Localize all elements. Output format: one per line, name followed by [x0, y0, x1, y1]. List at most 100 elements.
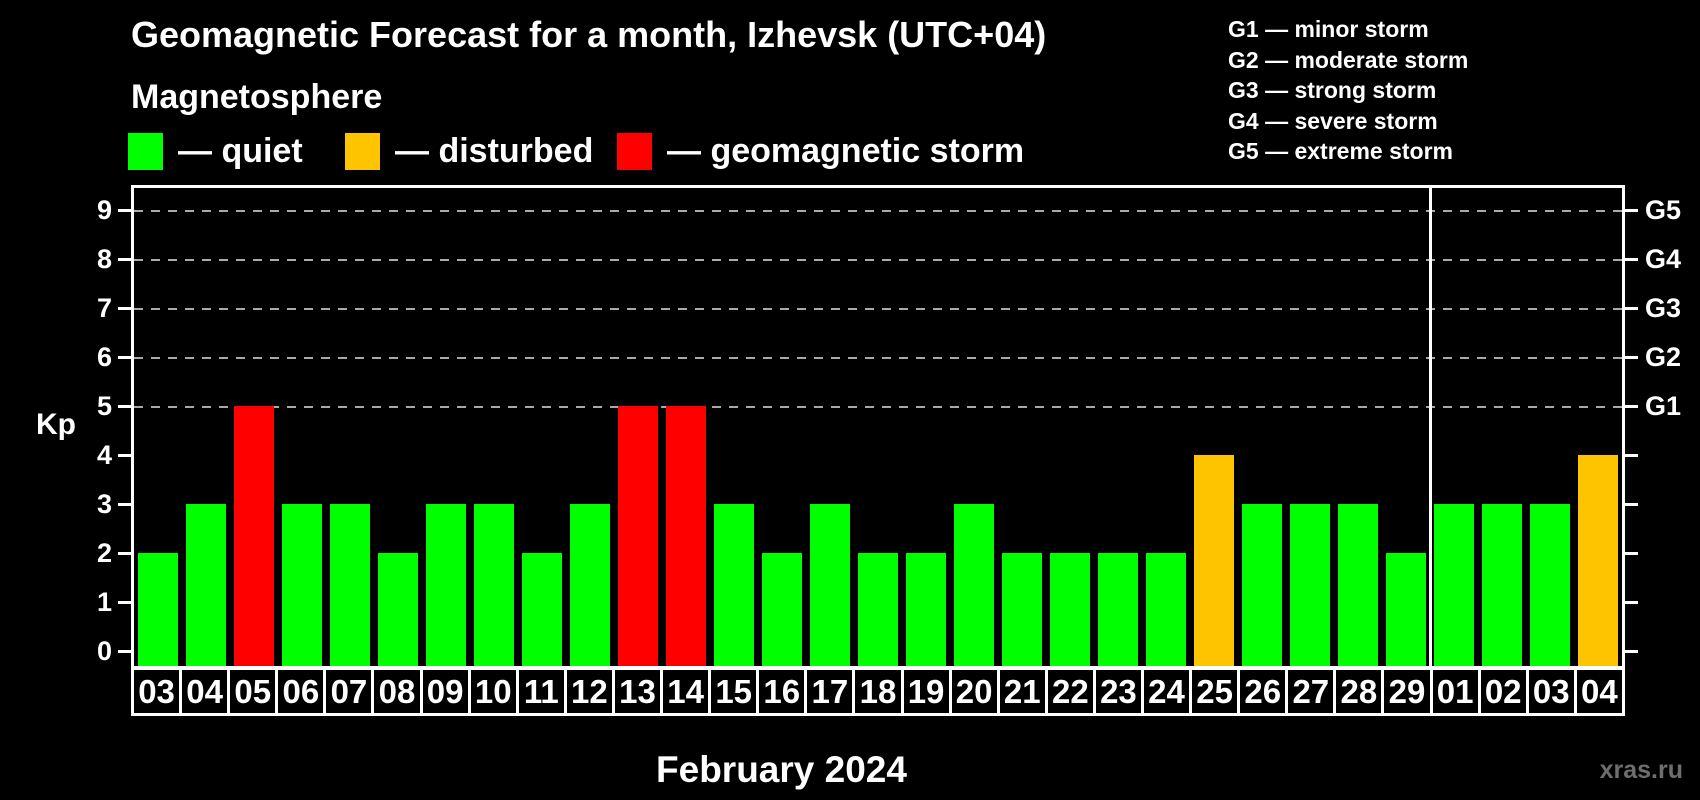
bar-slot-24 [1142, 188, 1190, 666]
right-tick-kp-4 [1625, 454, 1638, 457]
right-tick-kp-8 [1625, 258, 1638, 261]
day-cell-16: 16 [756, 667, 808, 716]
kp-bar-day-29 [1386, 553, 1426, 666]
day-cell-05: 05 [227, 667, 279, 716]
day-cell-04: 04 [179, 667, 231, 716]
bar-slot-03 [1526, 188, 1574, 666]
left-tick-kp-3 [118, 503, 131, 506]
kp-bar-day-05 [234, 406, 274, 666]
gridline-kp-5 [134, 406, 1622, 408]
left-tick-kp-8 [118, 258, 131, 261]
bar-slot-15 [710, 188, 758, 666]
bar-slot-11 [518, 188, 566, 666]
left-tick-kp-9 [118, 209, 131, 212]
bar-slot-10 [470, 188, 518, 666]
x-axis-title: February 2024 [656, 749, 907, 790]
bar-slot-04 [1574, 188, 1622, 666]
legend-item-storm: — geomagnetic storm [617, 132, 1024, 171]
kp-bar-day-09 [426, 504, 466, 666]
day-cell-29: 29 [1381, 667, 1433, 716]
left-tick-kp-6 [118, 356, 131, 359]
legend-item-quiet: — quiet [128, 132, 303, 171]
bar-slot-07 [326, 188, 374, 666]
day-cell-09: 09 [419, 667, 471, 716]
y-tick-label-7: 7 [96, 293, 112, 323]
kp-bar-day-24 [1146, 553, 1186, 666]
day-cell-06: 06 [275, 667, 327, 716]
day-cell-17: 17 [804, 667, 856, 716]
y-axis-title: Kp [36, 408, 76, 441]
kp-bar-day-02 [1482, 504, 1522, 666]
kp-bar-day-22 [1050, 553, 1090, 666]
kp-bar-day-25 [1194, 455, 1234, 666]
left-tick-kp-1 [118, 601, 131, 604]
bar-slot-28 [1334, 188, 1382, 666]
g-level-label-G3: G3 [1645, 293, 1682, 323]
bar-slot-21 [998, 188, 1046, 666]
g4-legend-line: G4 — severe storm [1228, 107, 1438, 134]
disturbed-swatch-icon [345, 133, 380, 170]
y-tick-label-6: 6 [96, 342, 112, 372]
bar-slot-26 [1238, 188, 1286, 666]
bar-slot-19 [902, 188, 950, 666]
day-cell-13: 13 [611, 667, 664, 716]
g2-legend-line: G2 — moderate storm [1228, 46, 1469, 73]
kp-bar-day-20 [954, 504, 994, 666]
bar-slot-29 [1382, 188, 1430, 666]
gridline-kp-7 [134, 308, 1622, 310]
x-axis-day-row: 03 04 05 06 07 08 09 10 11 12 13 14 15 16 17 18 19 20 21 22… [131, 667, 1625, 716]
month-separator-line [1429, 188, 1432, 666]
kp-bar-day-07 [330, 504, 370, 666]
day-cell-26: 26 [1237, 667, 1289, 716]
bar-slot-01 [1430, 188, 1478, 666]
left-tick-kp-4 [118, 454, 131, 457]
kp-bar-day-06 [282, 504, 322, 666]
kp-bar-day-04 [1578, 455, 1618, 666]
kp-bar-day-11 [522, 553, 562, 666]
day-cell-12: 12 [563, 667, 615, 716]
kp-bar-day-16 [762, 553, 802, 666]
left-tick-kp-5 [118, 405, 131, 408]
y-tick-label-0: 0 [96, 636, 112, 666]
bar-slot-02 [1478, 188, 1526, 666]
day-cell-04: 04 [1573, 667, 1625, 716]
kp-bar-day-01 [1434, 504, 1474, 666]
day-cell-14: 14 [660, 667, 712, 716]
bar-slot-16 [758, 188, 806, 666]
day-cell-27: 27 [1285, 667, 1337, 716]
kp-bar-day-12 [570, 504, 610, 666]
right-tick-kp-6 [1625, 356, 1638, 359]
bar-slot-05 [230, 188, 278, 666]
page-title: Geomagnetic Forecast for a month, Izhevs… [131, 14, 1047, 55]
right-tick-kp-3 [1625, 503, 1638, 506]
bar-slot-17 [806, 188, 854, 666]
kp-bar-day-03 [1530, 504, 1570, 666]
right-tick-kp-2 [1625, 552, 1638, 555]
day-cell-18: 18 [852, 667, 904, 716]
right-tick-kp-5 [1625, 405, 1638, 408]
bar-slot-22 [1046, 188, 1094, 666]
gridline-kp-6 [134, 357, 1622, 359]
legend-label-storm: — geomagnetic storm [667, 132, 1025, 170]
y-tick-label-2: 2 [96, 538, 112, 568]
g3-legend-line: G3 — strong storm [1228, 77, 1437, 104]
watermark: xras.ru [1599, 756, 1683, 784]
day-cell-20: 20 [948, 667, 1000, 716]
right-tick-kp-1 [1625, 601, 1638, 604]
bar-slot-25 [1190, 188, 1238, 666]
left-tick-kp-0 [118, 650, 131, 653]
bar-slot-18 [854, 188, 902, 666]
day-cell-19: 19 [900, 667, 952, 716]
kp-bar-day-19 [906, 553, 946, 666]
kp-bar-day-04 [186, 504, 226, 666]
day-cell-03: 03 [131, 667, 183, 716]
kp-bar-day-18 [858, 553, 898, 666]
day-cell-28: 28 [1333, 667, 1385, 716]
day-cell-03: 03 [1525, 667, 1577, 716]
bar-slot-06 [278, 188, 326, 666]
left-tick-kp-2 [118, 552, 131, 555]
day-cell-11: 11 [515, 667, 567, 716]
plot-area [131, 185, 1625, 669]
day-cell-25: 25 [1189, 667, 1241, 716]
kp-bar-day-10 [474, 504, 514, 666]
